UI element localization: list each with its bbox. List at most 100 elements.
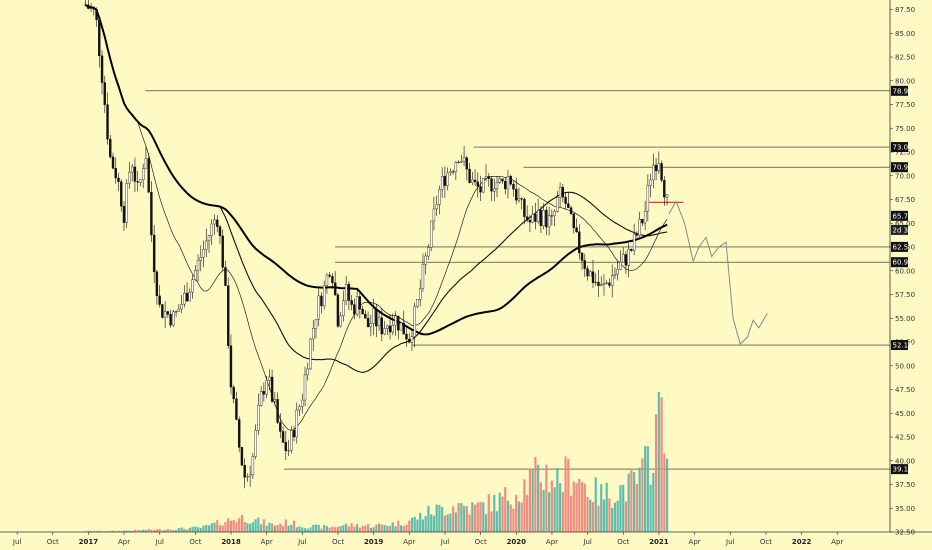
volume-bar	[462, 505, 466, 532]
candle-body	[358, 296, 362, 310]
volume-bar	[180, 527, 183, 532]
volume-bar	[649, 484, 652, 532]
candle-body	[251, 456, 255, 475]
candle-body	[221, 235, 224, 268]
volume-bar	[320, 528, 323, 532]
volume-bar	[142, 529, 145, 532]
candle-body	[344, 284, 348, 301]
volume-bar	[600, 484, 603, 532]
price-level-labels: 78.94 73.02 70.90 65.78 2d 3h 62.51 60.90 52.18…	[891, 85, 913, 475]
candle-body	[92, 7, 96, 10]
candle-body	[279, 422, 282, 432]
volume-bar	[358, 527, 361, 532]
candle-body	[309, 338, 312, 370]
volume-bar	[224, 522, 227, 532]
volume-bar	[238, 518, 241, 532]
candle-body	[257, 405, 260, 431]
candle-body	[111, 156, 115, 169]
candle-body	[87, 4, 90, 9]
volume-bar	[172, 530, 175, 532]
volume-bar	[526, 494, 529, 532]
volume-bar	[287, 525, 290, 532]
volume-bar	[298, 526, 301, 532]
candle-body	[361, 309, 364, 315]
candle-body	[556, 197, 559, 212]
candle-body	[303, 374, 307, 401]
x-tick-label: Oct	[617, 538, 629, 546]
candle-body	[147, 158, 150, 193]
volume-bar	[122, 530, 126, 532]
volume-bar	[484, 514, 488, 532]
volume-bar	[377, 523, 381, 532]
candle-body	[103, 82, 106, 105]
volume-bar	[284, 519, 287, 532]
candle-body	[194, 270, 197, 280]
candle-body	[600, 284, 603, 286]
candle-body	[270, 376, 274, 402]
volume-bar	[638, 467, 641, 532]
volume-bar	[665, 458, 669, 532]
price-level-label: 52.18	[893, 342, 913, 350]
volume-bar	[460, 503, 463, 532]
candle-body	[158, 295, 161, 305]
volume-bar	[452, 506, 455, 532]
volume-bar	[216, 520, 219, 532]
candle-body	[366, 318, 370, 328]
candle-body	[421, 264, 425, 289]
volume-bar	[273, 525, 276, 532]
volume-bar	[345, 523, 348, 532]
candle-body	[465, 157, 469, 170]
volume-bar	[227, 518, 230, 532]
x-tick-label: 2019	[364, 538, 384, 546]
volume-bar	[556, 467, 559, 532]
volume-bar	[569, 495, 573, 532]
y-tick-label: 57.50	[895, 291, 915, 299]
price-axis[interactable]: 32.50 35.00 37.50 40.00 42.50 45.00 47.50 50.00…	[889, 0, 915, 537]
x-tick-label: Apr	[118, 538, 130, 546]
candle-body	[117, 177, 120, 182]
candle-body	[372, 308, 375, 324]
time-axis[interactable]: Jul Oct 2017 Apr Jul Oct 2018 Apr Jul Oct 2019 Apr J…	[0, 531, 932, 546]
candle-body	[240, 447, 244, 466]
volume-bar	[125, 530, 128, 532]
candle-body	[353, 304, 356, 315]
y-tick-label: 35.00	[895, 505, 915, 513]
volume-bar	[281, 525, 285, 532]
candle-body	[482, 178, 485, 193]
volume-bar	[523, 479, 526, 532]
candle-body	[531, 214, 534, 223]
volume-bar	[438, 504, 441, 532]
candle-body	[120, 181, 123, 207]
volume-bar	[388, 525, 392, 532]
candle-body	[663, 180, 666, 198]
y-tick-label: 45.00	[895, 410, 915, 418]
candle-body	[408, 338, 411, 343]
candle-body	[504, 180, 507, 190]
candle-body	[432, 208, 436, 222]
candle-body	[454, 161, 458, 172]
candle-body	[451, 171, 455, 173]
candle-body	[98, 19, 101, 57]
volume-bar	[591, 501, 595, 532]
volume-bar	[301, 527, 304, 532]
volume-bar	[303, 528, 307, 532]
volume-bar	[295, 527, 298, 532]
candle-body	[331, 276, 334, 283]
volume-bar	[314, 524, 318, 532]
x-tick-label: 2020	[507, 538, 527, 546]
candle-body	[534, 214, 537, 222]
candle-body	[397, 315, 400, 331]
candle-body	[106, 104, 109, 140]
volume-bar	[191, 526, 194, 532]
volume-bar	[490, 511, 493, 532]
price-level-label: 73.02	[893, 144, 913, 152]
x-tick-label: Apr	[261, 538, 273, 546]
volume-bar	[183, 528, 186, 532]
volume-bar	[531, 468, 534, 532]
price-levels	[145, 90, 890, 470]
volume-bar	[413, 516, 416, 532]
candle-body	[602, 283, 606, 285]
y-tick-label: 32.50	[895, 529, 915, 537]
x-tick-label: Jul	[12, 538, 22, 546]
